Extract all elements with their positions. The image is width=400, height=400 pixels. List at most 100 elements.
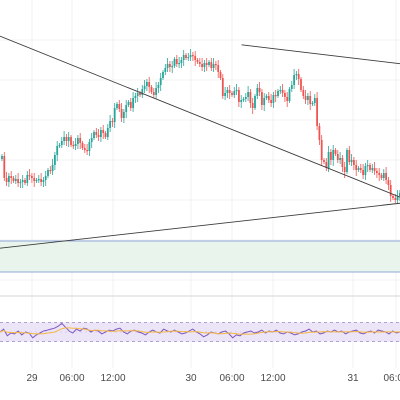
candle xyxy=(134,93,137,103)
candle-body xyxy=(247,92,249,97)
candle xyxy=(330,149,332,165)
candle-body xyxy=(215,64,217,66)
candle xyxy=(136,88,139,102)
candle-body xyxy=(159,78,162,85)
candle xyxy=(249,89,252,108)
candle-body xyxy=(359,168,362,170)
candle xyxy=(270,94,272,107)
candle xyxy=(127,100,130,107)
candlestick-series xyxy=(1,49,400,204)
candle-body xyxy=(189,55,192,57)
candle-body xyxy=(373,168,376,171)
candle-body xyxy=(143,86,146,89)
candle xyxy=(56,141,59,161)
candle-body xyxy=(346,150,348,172)
candle-body xyxy=(357,168,360,170)
candle xyxy=(366,160,369,172)
candle-body xyxy=(35,180,38,182)
candle xyxy=(304,90,307,104)
candle-body xyxy=(364,166,367,175)
candle-body xyxy=(129,102,132,108)
resistance-line xyxy=(241,44,400,65)
candle xyxy=(392,194,394,200)
candle-body xyxy=(70,137,72,145)
candle-body xyxy=(270,100,272,103)
candle xyxy=(123,109,125,123)
candle xyxy=(242,97,245,102)
candle xyxy=(180,57,183,68)
candle-body xyxy=(316,98,318,126)
candle-body xyxy=(134,96,137,98)
candle-body xyxy=(380,175,383,178)
candle-body xyxy=(274,95,277,97)
candle xyxy=(31,173,33,183)
candle-body xyxy=(42,180,45,182)
candle-body xyxy=(208,62,210,65)
candle xyxy=(150,85,153,94)
candle-body xyxy=(362,170,364,175)
candle xyxy=(382,169,385,181)
candle-body xyxy=(180,60,183,63)
candle-body xyxy=(258,88,261,92)
candle xyxy=(79,133,82,149)
candle-body xyxy=(26,175,29,183)
candle xyxy=(215,61,217,70)
candle-body xyxy=(155,88,157,95)
candle-body xyxy=(244,97,247,99)
candle-body xyxy=(86,150,88,152)
candle xyxy=(362,164,364,179)
candle-body xyxy=(49,170,52,172)
candle-body xyxy=(238,90,240,102)
candle-body xyxy=(19,182,22,184)
candle-body xyxy=(125,105,128,112)
candle xyxy=(164,64,167,75)
candle xyxy=(35,178,38,183)
candle-body xyxy=(150,87,153,92)
candle-body xyxy=(355,165,358,170)
candle-body xyxy=(33,178,36,181)
candle xyxy=(371,164,374,173)
candle xyxy=(277,89,279,98)
candle-body xyxy=(389,185,392,196)
candle xyxy=(281,84,284,97)
candle xyxy=(118,100,121,112)
candle xyxy=(313,94,316,106)
candle xyxy=(341,155,344,172)
candle-body xyxy=(58,145,61,147)
candle xyxy=(70,135,72,147)
candle xyxy=(334,148,337,156)
candle xyxy=(192,52,194,61)
candle xyxy=(295,71,298,80)
candle xyxy=(175,55,178,67)
candle xyxy=(233,87,236,98)
candle-body xyxy=(65,137,68,141)
candle-body xyxy=(83,148,86,150)
candle-body xyxy=(77,138,79,144)
candle xyxy=(198,58,201,67)
candle xyxy=(357,166,360,172)
upper-trendline xyxy=(0,35,400,198)
candle xyxy=(162,70,164,80)
candle-body xyxy=(263,98,266,105)
candle xyxy=(267,92,270,103)
candle-body xyxy=(277,91,279,96)
candle-body xyxy=(8,176,10,182)
candle-body xyxy=(24,180,26,183)
candle xyxy=(21,175,24,188)
candle xyxy=(194,51,197,66)
candle xyxy=(279,86,282,94)
candle-body xyxy=(203,63,206,67)
candle xyxy=(58,143,61,148)
candle-body xyxy=(318,126,321,140)
candle-body xyxy=(309,96,312,104)
candle-body xyxy=(226,90,229,93)
grid-lines xyxy=(0,0,400,368)
candle xyxy=(385,167,387,184)
candle xyxy=(332,145,335,166)
candle-body xyxy=(281,90,284,93)
candle xyxy=(74,138,77,150)
candle-body xyxy=(286,97,289,101)
candle-body xyxy=(293,75,295,85)
